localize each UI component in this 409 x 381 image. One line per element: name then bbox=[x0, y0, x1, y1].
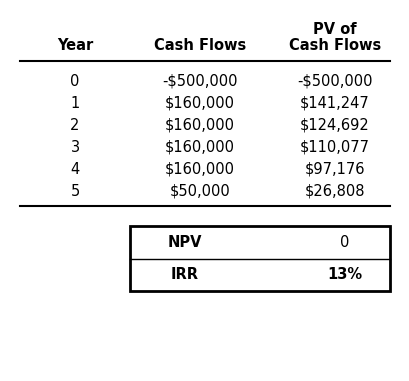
Text: 3: 3 bbox=[70, 139, 80, 155]
Text: $141,247: $141,247 bbox=[300, 96, 370, 110]
Text: $160,000: $160,000 bbox=[165, 96, 235, 110]
Text: $97,176: $97,176 bbox=[305, 162, 365, 176]
Text: 13%: 13% bbox=[328, 267, 362, 282]
Text: $160,000: $160,000 bbox=[165, 139, 235, 155]
Text: 4: 4 bbox=[70, 162, 80, 176]
Text: $26,808: $26,808 bbox=[305, 184, 365, 199]
Text: 0: 0 bbox=[340, 235, 350, 250]
Text: 0: 0 bbox=[70, 74, 80, 88]
Text: 1: 1 bbox=[70, 96, 80, 110]
FancyBboxPatch shape bbox=[130, 226, 390, 291]
Text: Year: Year bbox=[57, 38, 93, 53]
Text: Cash Flows: Cash Flows bbox=[289, 38, 381, 53]
Text: $124,692: $124,692 bbox=[300, 117, 370, 133]
Text: Cash Flows: Cash Flows bbox=[154, 38, 246, 53]
Text: PV of: PV of bbox=[313, 22, 357, 37]
Text: $50,000: $50,000 bbox=[170, 184, 230, 199]
Text: $160,000: $160,000 bbox=[165, 117, 235, 133]
Text: -$500,000: -$500,000 bbox=[297, 74, 373, 88]
Text: $160,000: $160,000 bbox=[165, 162, 235, 176]
Text: IRR: IRR bbox=[171, 267, 199, 282]
Text: -$500,000: -$500,000 bbox=[162, 74, 238, 88]
Text: $110,077: $110,077 bbox=[300, 139, 370, 155]
Text: 5: 5 bbox=[70, 184, 80, 199]
Text: NPV: NPV bbox=[168, 235, 202, 250]
Text: 2: 2 bbox=[70, 117, 80, 133]
